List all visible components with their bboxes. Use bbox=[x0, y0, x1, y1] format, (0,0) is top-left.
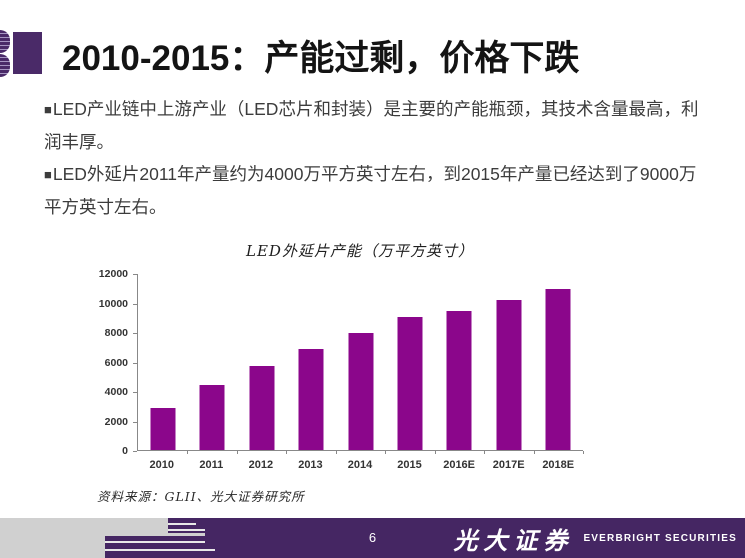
x-tick-mark bbox=[236, 451, 238, 454]
x-tick-mark bbox=[187, 451, 189, 454]
body-text: ■LED产业链中上游产业（LED芯片和封装）是主要的产能瓶颈，其技术含量最高，利… bbox=[44, 93, 706, 223]
x-tick-label: 2014 bbox=[347, 459, 373, 471]
page-title: 2010-2015：产能过剩，价格下跌 bbox=[62, 39, 580, 78]
y-tick-mark bbox=[133, 362, 137, 364]
x-tick-mark bbox=[533, 451, 535, 454]
y-tick-label: 2000 bbox=[104, 415, 128, 428]
y-tick-mark bbox=[133, 303, 137, 305]
x-tick-mark bbox=[286, 451, 288, 454]
footer-bar: 6 光大证券 EVERBRIGHT SECURITIES bbox=[0, 518, 745, 558]
footer-brand: 光大证券 EVERBRIGHT SECURITIES bbox=[453, 518, 737, 558]
footer-gray-block-upper bbox=[0, 518, 168, 534]
x-tick-mark bbox=[583, 451, 584, 454]
y-tick-mark bbox=[133, 333, 137, 334]
bullet-paragraph: ■LED外延片2011年产量约为4000万平方英寸左右，到2015年产量已经达到… bbox=[44, 158, 706, 223]
x-tick-label: 2010 bbox=[149, 459, 175, 471]
x-tick-mark bbox=[335, 451, 337, 454]
y-tick-mark bbox=[133, 451, 137, 452]
y-tick-label: 6000 bbox=[104, 356, 128, 369]
x-tick-label: 2012 bbox=[248, 459, 274, 471]
bullet-paragraph: ■LED产业链中上游产业（LED芯片和封装）是主要的产能瓶颈，其技术含量最高，利… bbox=[44, 93, 706, 158]
x-tick-mark bbox=[484, 451, 486, 454]
x-tick-label: 2016E bbox=[443, 459, 476, 471]
x-axis-labels: 2010 2011 2012 2013 2014 2015 2016E 2017E 2018E bbox=[137, 451, 583, 473]
title-block: 2010-2015：产能过剩，价格下跌 bbox=[0, 28, 745, 78]
bar-2014 bbox=[348, 333, 373, 450]
y-tick-label: 10000 bbox=[98, 297, 128, 310]
brand-logo-en: EVERBRIGHT SECURITIES bbox=[583, 532, 737, 544]
y-tick-mark bbox=[133, 392, 137, 393]
y-tick-label: 12000 bbox=[98, 268, 128, 280]
bar-2013 bbox=[298, 348, 324, 450]
bar-2015 bbox=[397, 316, 423, 450]
page-number: 6 bbox=[368, 530, 377, 545]
bullet-text: LED外延片2011年产量约为4000万平方英寸左右，到2015年产量已经达到了… bbox=[44, 164, 697, 217]
x-tick-label: 2017E bbox=[492, 459, 525, 471]
bullet-square-icon: ■ bbox=[44, 102, 52, 117]
y-tick-mark bbox=[133, 274, 137, 275]
footer-gray-block-lower bbox=[0, 534, 105, 558]
source-note: 资料来源：GLII、光大证券研究所 bbox=[97, 489, 305, 504]
footer-step-stripe bbox=[168, 523, 196, 525]
y-tick-mark bbox=[133, 421, 137, 423]
bar-2017E bbox=[496, 299, 522, 450]
chart-body: 0 2000 4000 6000 8000 10000 12000 bbox=[97, 268, 584, 457]
chart-title: LED外延片产能（万平方英寸） bbox=[246, 242, 474, 260]
y-axis: 0 2000 4000 6000 8000 10000 12000 bbox=[97, 268, 137, 457]
striped-accent-icon bbox=[0, 30, 10, 77]
bar-2016E bbox=[446, 311, 472, 450]
x-tick-label: 2013 bbox=[298, 459, 323, 471]
plot-area bbox=[137, 274, 584, 454]
x-tick-mark bbox=[434, 451, 436, 454]
bar-2018E bbox=[545, 288, 571, 450]
y-tick-label: 4000 bbox=[104, 386, 128, 398]
striped-half-circle-top bbox=[0, 30, 10, 53]
x-tick-mark bbox=[385, 451, 387, 454]
y-tick-label: 8000 bbox=[104, 327, 128, 339]
x-tick-label: 2018E bbox=[542, 459, 575, 471]
y-tick-label: 0 bbox=[122, 445, 128, 457]
bar-2012 bbox=[249, 366, 275, 450]
bullet-text: LED产业链中上游产业（LED芯片和封装）是主要的产能瓶颈，其技术含量最高，利润… bbox=[44, 99, 699, 152]
striped-half-circle-bottom bbox=[0, 54, 10, 77]
x-tick-label: 2015 bbox=[397, 459, 422, 471]
footer-step-stripe bbox=[105, 549, 215, 551]
bullet-square-icon: ■ bbox=[44, 167, 52, 182]
brand-logo-cn: 光大证券 bbox=[453, 525, 574, 555]
bar-chart: LED外延片产能（万平方英寸） 0 2000 4000 6000 8000 10000 12… bbox=[97, 240, 584, 473]
bar-2011 bbox=[199, 385, 225, 450]
footer-step-stripe bbox=[105, 541, 205, 543]
bar-2010 bbox=[150, 408, 176, 450]
footer-step-stripe bbox=[105, 533, 205, 536]
x-tick-label: 2011 bbox=[199, 459, 224, 471]
footer-step-stripe bbox=[168, 529, 205, 531]
title-accent-square bbox=[13, 32, 42, 74]
